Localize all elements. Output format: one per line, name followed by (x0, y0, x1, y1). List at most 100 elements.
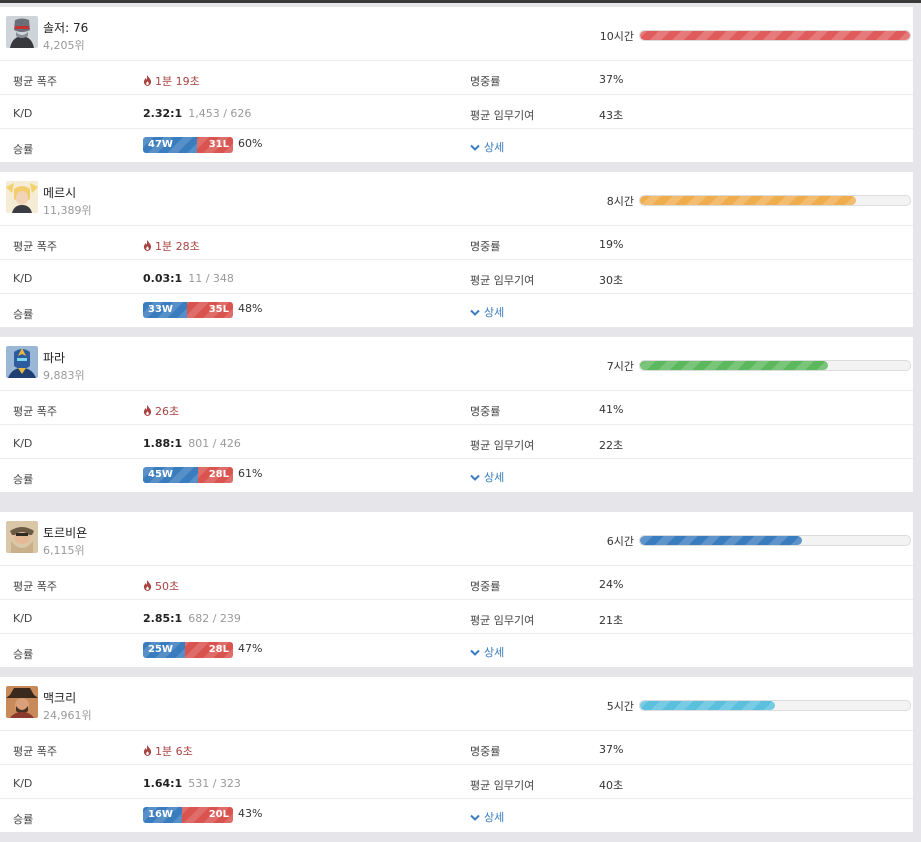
hero-card-pharah: 파라 9,883위 7시간 평균 폭주 26초 명중률 41% K/D 1.88… (0, 337, 913, 492)
hero-name: 파라 (43, 351, 66, 365)
hero-card-mercy: 메르시 11,389위 8시간 평균 폭주 1분 28초 명중률 19% K/D… (0, 172, 913, 327)
hero-header: 메르시 11,389위 8시간 (0, 172, 913, 226)
losses-segment: 35L (186, 302, 233, 318)
hero-rank: 11,389위 (43, 204, 92, 217)
winrate-label: 승률 (13, 813, 34, 826)
hero-name: 맥크리 (43, 691, 77, 705)
playtime-label: 8시간 (606, 195, 634, 208)
avg-objective-label: 평균 임무기여 (470, 439, 535, 452)
hero-header: 솔저: 76 4,205위 10시간 (0, 7, 913, 61)
losses-segment: 20L (181, 807, 233, 823)
avg-objective-value: 43초 (599, 109, 624, 122)
accuracy-label: 명중률 (470, 75, 501, 88)
accuracy-label: 명중률 (470, 240, 501, 253)
accuracy-label: 명중률 (470, 580, 501, 593)
winrate-label: 승률 (13, 473, 34, 486)
detail-button[interactable]: 상세 (470, 809, 504, 825)
chevron-down-icon (470, 814, 480, 821)
onfire-text: 50초 (155, 580, 180, 593)
hero-portrait (6, 521, 38, 553)
chevron-down-icon (470, 474, 480, 481)
detail-button[interactable]: 상세 (470, 469, 504, 485)
winrate-value: 43% (238, 807, 263, 820)
losses-segment: 31L (197, 137, 233, 153)
avg-onfire-label: 평균 폭주 (13, 240, 57, 253)
avg-onfire-label: 평균 폭주 (13, 745, 57, 758)
playtime-bar (639, 700, 911, 711)
accuracy-value: 37% (599, 743, 624, 756)
avg-onfire-value: 26초 (143, 403, 179, 419)
wins-segment: 25W (143, 642, 186, 658)
hero-header: 토르비욘 6,115위 6시간 (0, 512, 913, 566)
fire-icon (143, 405, 152, 416)
winrate-label: 승률 (13, 308, 34, 321)
kd-value: 1.64:1 531 / 323 (143, 777, 241, 790)
kd-label: K/D (13, 437, 33, 450)
detail-label: 상세 (484, 141, 505, 154)
kd-label: K/D (13, 107, 33, 120)
avg-objective-label: 평균 임무기여 (470, 109, 535, 122)
onfire-text: 1분 28초 (155, 240, 200, 253)
playtime-bar (639, 30, 911, 41)
losses-segment: 28L (185, 642, 233, 658)
playtime-label: 7시간 (606, 360, 634, 373)
hero-card-soldier: 솔저: 76 4,205위 10시간 평균 폭주 1분 19초 명중률 37% … (0, 7, 913, 162)
chevron-down-icon (470, 144, 480, 151)
hero-portrait (6, 16, 38, 48)
fire-icon (143, 580, 152, 591)
avg-objective-value: 40초 (599, 779, 624, 792)
hero-card-torbjorn: 토르비욘 6,115위 6시간 평균 폭주 50초 명중률 24% K/D 2.… (0, 512, 913, 667)
wins-segment: 47W (143, 137, 197, 153)
detail-button[interactable]: 상세 (470, 139, 504, 155)
stat-row-onfire: 평균 폭주 1분 19초 명중률 37% (0, 61, 913, 95)
win-loss-bar: 47W 31L (143, 137, 233, 153)
top-bar (0, 0, 921, 3)
playtime-bar (639, 360, 911, 371)
hero-rank: 4,205위 (43, 39, 85, 52)
win-loss-bar: 45W 28L (143, 467, 233, 483)
fire-icon (143, 75, 152, 86)
onfire-text: 1분 6초 (155, 745, 193, 758)
stat-row-winrate: 승률 33W 35L 48% 상세 (0, 294, 913, 327)
win-loss-bar: 16W 20L (143, 807, 233, 823)
playtime-bar-fill (640, 701, 775, 710)
detail-label: 상세 (484, 471, 505, 484)
avg-onfire-value: 1분 28초 (143, 238, 200, 254)
kd-ratio: 2.85:1 (143, 612, 183, 625)
stat-row-winrate: 승률 25W 28L 47% 상세 (0, 634, 913, 667)
kd-ratio: 0.03:1 (143, 272, 183, 285)
avg-objective-label: 평균 임무기여 (470, 614, 535, 627)
onfire-text: 1분 19초 (155, 75, 200, 88)
detail-button[interactable]: 상세 (470, 644, 504, 660)
kd-value: 2.85:1 682 / 239 (143, 612, 241, 625)
hero-header: 맥크리 24,961위 5시간 (0, 677, 913, 731)
stat-row-kd: K/D 1.88:1 801 / 426 평균 임무기여 22초 (0, 425, 913, 459)
kd-raw: 682 / 239 (188, 612, 241, 625)
playtime-bar (639, 195, 911, 206)
avg-onfire-label: 평균 폭주 (13, 75, 57, 88)
kd-raw: 801 / 426 (188, 437, 241, 450)
playtime-label: 5시간 (606, 700, 634, 713)
winrate-label: 승률 (13, 648, 34, 661)
winrate-value: 47% (238, 642, 263, 655)
hero-name: 솔저: 76 (43, 21, 89, 35)
stat-row-kd: K/D 2.32:1 1,453 / 626 평균 임무기여 43초 (0, 95, 913, 129)
detail-button[interactable]: 상세 (470, 304, 504, 320)
detail-label: 상세 (484, 646, 505, 659)
hero-card-mccree: 맥크리 24,961위 5시간 평균 폭주 1분 6초 명중률 37% K/D … (0, 677, 913, 832)
kd-label: K/D (13, 612, 33, 625)
kd-raw: 531 / 323 (188, 777, 241, 790)
hero-rank: 6,115위 (43, 544, 85, 557)
winrate-value: 48% (238, 302, 263, 315)
avg-onfire-value: 1분 19초 (143, 73, 200, 89)
stat-row-onfire: 평균 폭주 1분 6초 명중률 37% (0, 731, 913, 765)
avg-objective-value: 21초 (599, 614, 624, 627)
hero-portrait (6, 181, 38, 213)
playtime-bar-fill (640, 31, 910, 40)
fire-icon (143, 240, 152, 251)
kd-label: K/D (13, 777, 33, 790)
detail-label: 상세 (484, 811, 505, 824)
accuracy-label: 명중률 (470, 745, 501, 758)
hero-portrait (6, 346, 38, 378)
win-loss-bar: 25W 28L (143, 642, 233, 658)
